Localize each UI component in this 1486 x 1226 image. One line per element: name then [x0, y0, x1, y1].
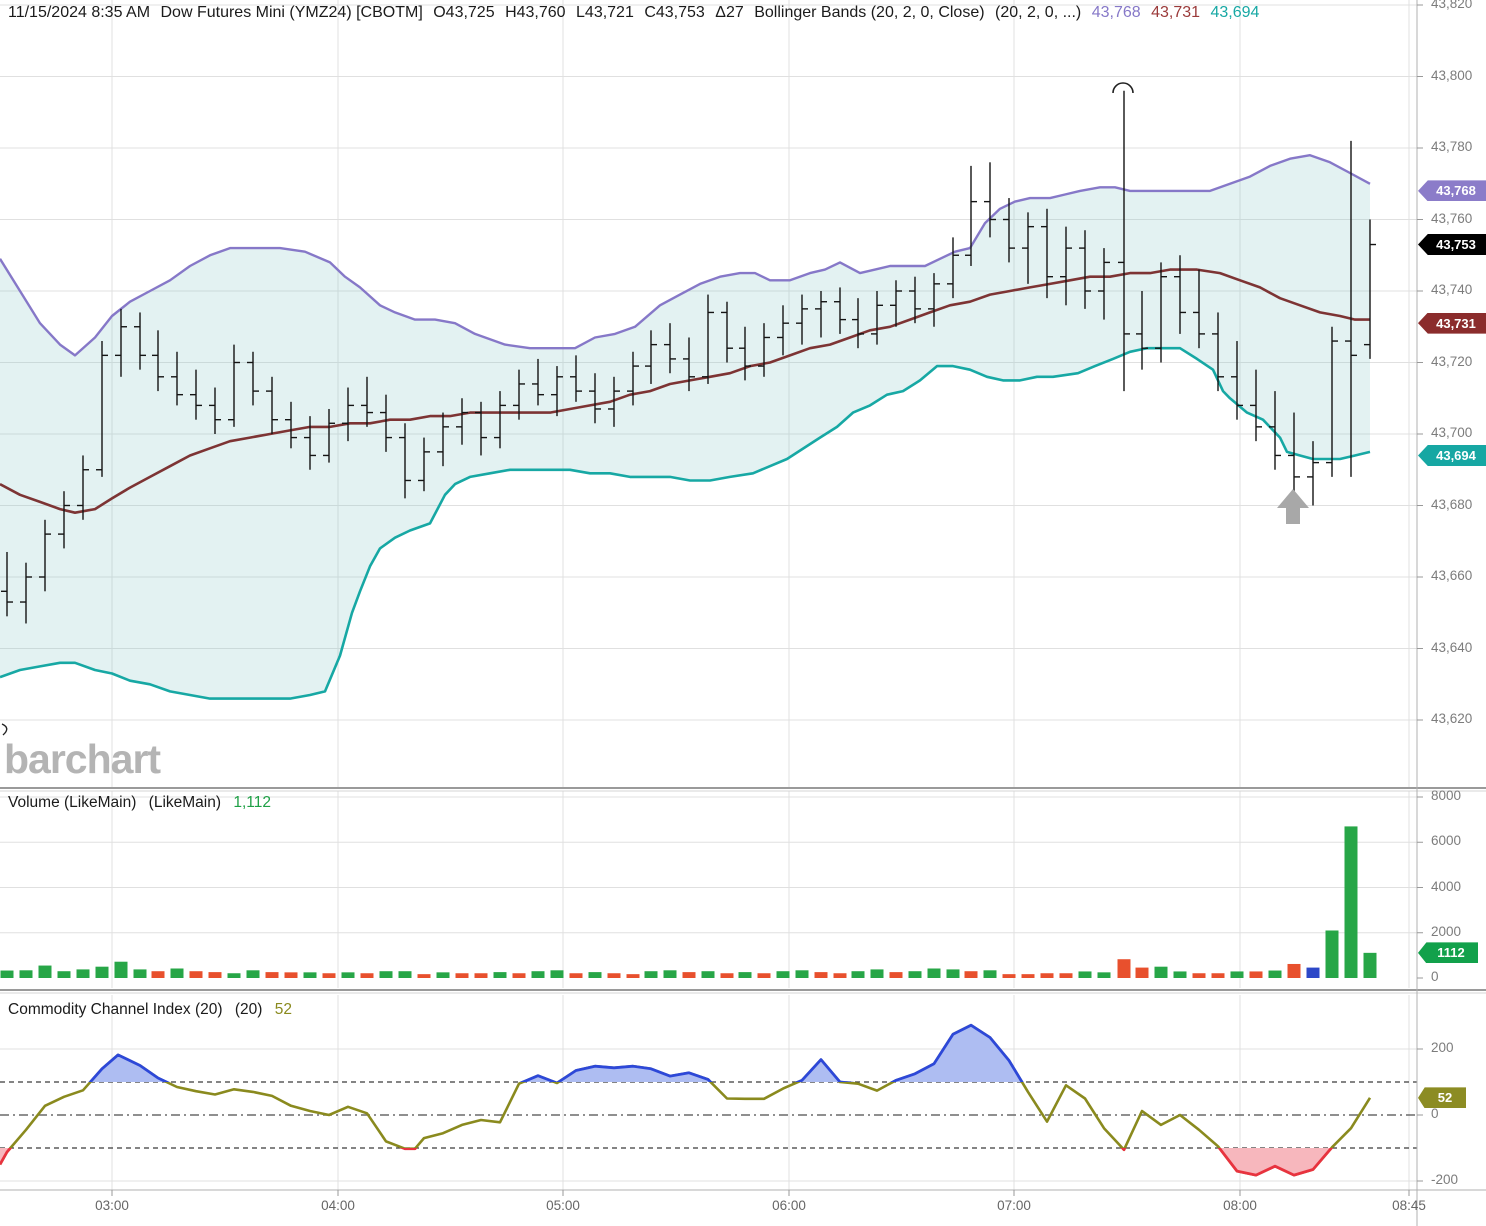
price-axis-tick: 43,820	[1431, 0, 1473, 11]
header-upper-band-value: 43,768	[1091, 4, 1141, 21]
barchart-logo: barchart	[4, 736, 161, 782]
volume-axis-tick: 4000	[1431, 878, 1462, 894]
time-axis-tick: 03:00	[95, 1198, 129, 1213]
cci-title: Commodity Channel Index (20)	[8, 1001, 223, 1018]
header-middle-band-value: 43,731	[1151, 4, 1201, 21]
header-open: O43,725	[433, 4, 495, 21]
lower-band-price-tag: 43,694	[1418, 444, 1486, 466]
header-symbol: Dow Futures Mini (YMZ24) [CBOTM]	[160, 4, 423, 21]
price-axis-tick: 43,680	[1431, 496, 1473, 512]
price-axis-tick: 43,640	[1431, 639, 1473, 655]
time-axis-tick: 06:00	[772, 1198, 806, 1213]
price-axis-tick: 43,620	[1431, 711, 1473, 726]
header-datetime: 11/15/2024 8:35 AM	[8, 4, 151, 21]
time-axis-tick: 08:45	[1392, 1198, 1426, 1213]
price-axis-tick: 43,720	[1431, 353, 1473, 369]
header-indicator-params: (20, 2, 0, ...)	[995, 4, 1082, 21]
cci-panel-header: Commodity Channel Index (20) (20) 52	[8, 1001, 300, 1019]
price-axis-tick: 43,740	[1431, 282, 1473, 297]
last-price-tag: 43,753	[1418, 234, 1486, 256]
price-axis-tick: 43,800	[1431, 67, 1473, 83]
upper-band-price-tag: 43,768	[1418, 180, 1486, 202]
price-axis-tick: 43,700	[1431, 425, 1473, 440]
time-axis-tick: 05:00	[546, 1198, 580, 1213]
cci-params: (20)	[234, 1001, 263, 1018]
price-axis-tick: 43,760	[1431, 210, 1473, 226]
time-axis-tick: 07:00	[997, 1198, 1031, 1213]
main-chart-header: 11/15/2024 8:35 AM Dow Futures Mini (YMZ…	[8, 4, 1265, 22]
volume-axis-tick: 6000	[1431, 833, 1462, 849]
cci-axis-tick: 200	[1431, 1040, 1454, 1055]
volume-axis-tick: 8000	[1431, 788, 1462, 803]
price-axis-tick: 43,780	[1431, 139, 1473, 154]
time-axis-tick: 04:00	[321, 1198, 355, 1213]
time-axis-tick: 08:00	[1223, 1198, 1257, 1213]
volume-axis-tick: 0	[1431, 969, 1439, 984]
cci-current-value: 52	[274, 1001, 292, 1018]
header-change: Δ27	[715, 4, 744, 21]
volume-value-tag: 1112	[1418, 942, 1478, 964]
cci-axis-tick: -200	[1431, 1172, 1459, 1187]
cci-value-tag: 52	[1418, 1087, 1466, 1109]
volume-axis-tick: 2000	[1431, 923, 1462, 939]
volume-params: (LikeMain)	[148, 794, 222, 811]
header-close: C43,753	[644, 4, 705, 21]
volume-current-value: 1,112	[233, 794, 271, 811]
cci-axis-tick: 0	[1431, 1106, 1439, 1121]
volume-title: Volume (LikeMain)	[8, 794, 137, 811]
header-indicator-label: Bollinger Bands (20, 2, 0, Close)	[754, 4, 985, 21]
header-low: L43,721	[576, 4, 634, 21]
header-lower-band-value: 43,694	[1210, 4, 1260, 21]
header-high: H43,760	[505, 4, 566, 21]
price-axis-tick: 43,660	[1431, 568, 1473, 583]
volume-panel-header: Volume (LikeMain) (LikeMain) 1,112	[8, 794, 279, 812]
middle-band-price-tag: 43,731	[1418, 312, 1486, 334]
